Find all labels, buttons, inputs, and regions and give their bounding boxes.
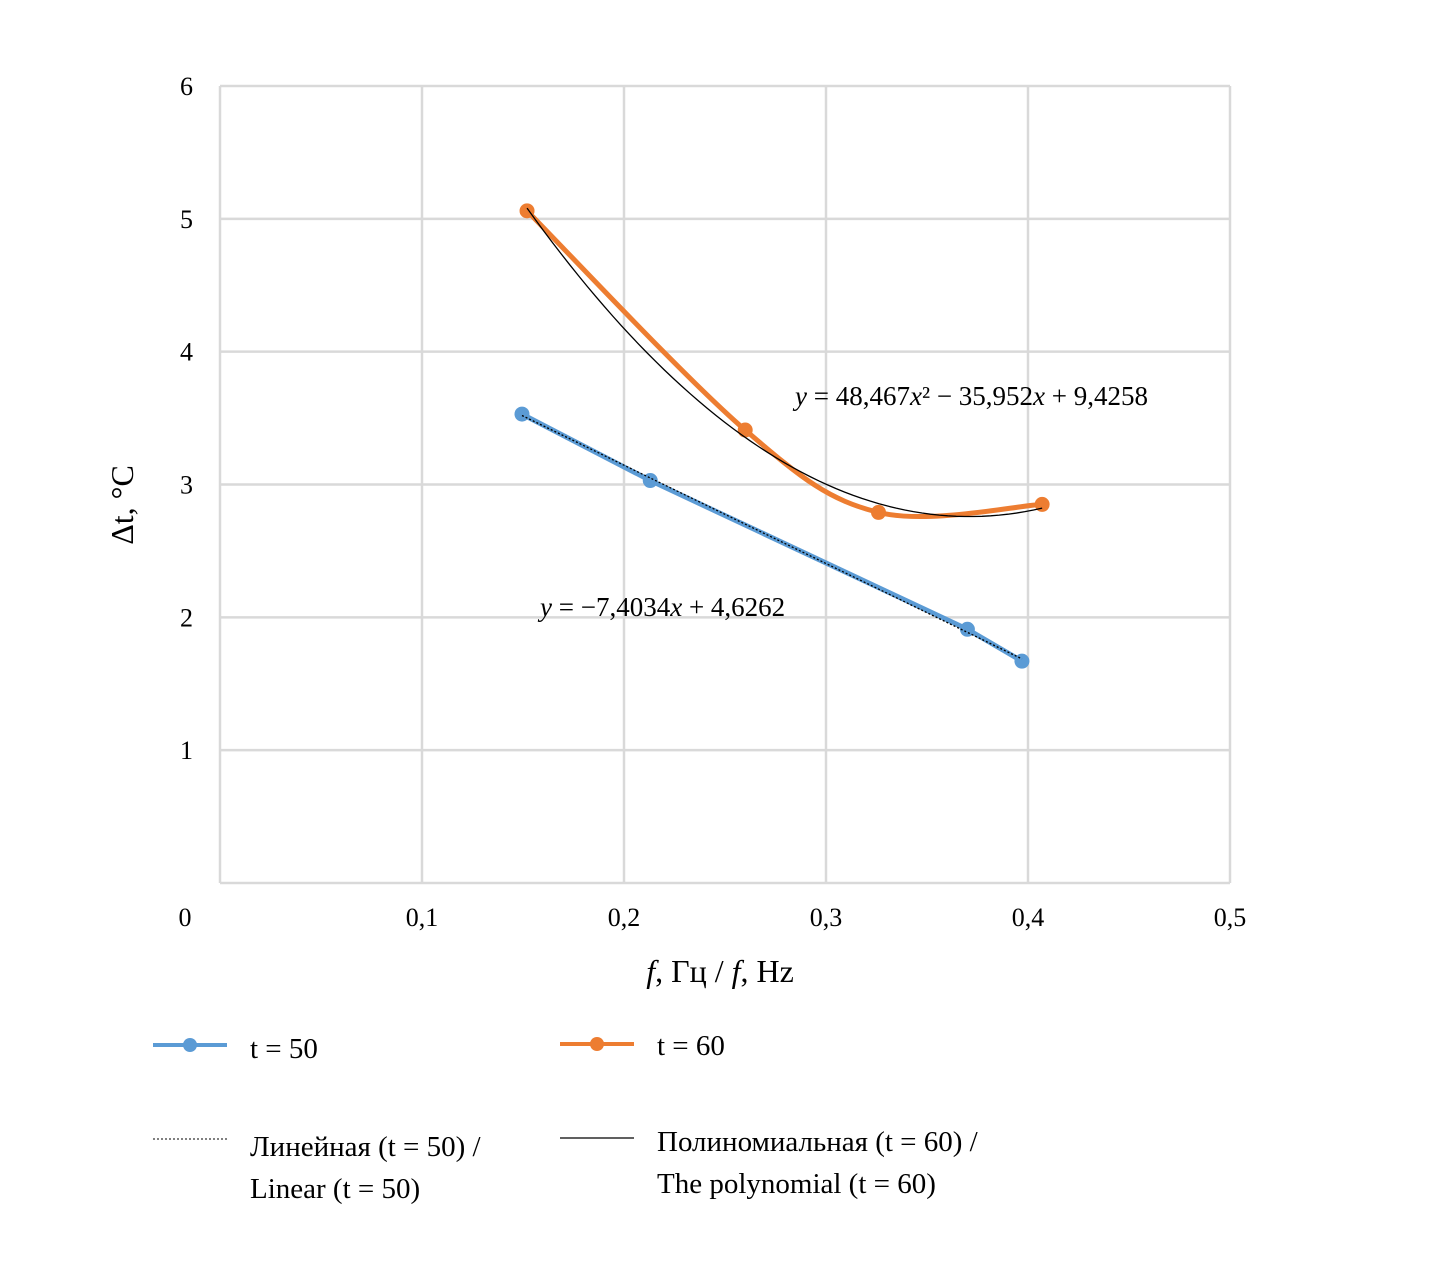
legend-item-linear: Линейная (t = 50) / Linear (t = 50) xyxy=(153,1131,482,1205)
y-axis-label: Δt, °C xyxy=(104,465,140,545)
legend: t = 50 t = 60 Линейная (t = 50) / Linear… xyxy=(153,1030,979,1205)
equation-linear: y = −7,4034x + 4,6262 xyxy=(537,592,785,622)
trendline-polynomial xyxy=(526,207,1043,518)
y-tick-label: 6 xyxy=(180,72,193,101)
equation-polynomial: y = 48,467x² − 35,952x + 9,4258 xyxy=(792,381,1148,411)
x-tick-label: 0,2 xyxy=(608,903,641,932)
x-tick-label: 0,5 xyxy=(1214,903,1247,932)
svg-text:t = 60: t = 60 xyxy=(657,1030,725,1062)
legend-item-t50: t = 50 xyxy=(153,1033,318,1065)
y-tick-label: 4 xyxy=(180,338,193,367)
y-tick-label: 5 xyxy=(180,205,193,234)
legend-item-t60: t = 60 xyxy=(560,1030,725,1062)
series-line-1 xyxy=(525,209,1043,520)
data-point xyxy=(1014,653,1030,669)
data-point xyxy=(519,203,535,219)
y-tick-label: 2 xyxy=(180,603,193,632)
data-point xyxy=(959,621,975,637)
x-tick-label: 0,1 xyxy=(406,903,439,932)
svg-text:Полиномиальная (t = 60) /: Полиномиальная (t = 60) / xyxy=(657,1126,979,1158)
y-tick-label: 3 xyxy=(180,471,193,500)
y-tick-label: 1 xyxy=(180,736,193,765)
x-tick-label: 0,3 xyxy=(810,903,843,932)
svg-text:Линейная (t = 50) /: Линейная (t = 50) / xyxy=(250,1131,482,1163)
data-point xyxy=(1034,496,1050,512)
tick-labels: 0 0,1 0,2 0,3 0,4 0,5 1 2 3 4 5 6 xyxy=(179,72,1247,932)
x-tick-label: 0 xyxy=(179,903,192,932)
svg-text:The polynomial (t = 60): The polynomial (t = 60) xyxy=(657,1168,936,1200)
svg-text:Linear (t = 50): Linear (t = 50) xyxy=(250,1173,420,1205)
data-marks xyxy=(514,203,1050,669)
svg-text:t = 50: t = 50 xyxy=(250,1033,318,1065)
data-point xyxy=(737,422,753,438)
data-point xyxy=(871,504,887,520)
grid xyxy=(218,84,1232,885)
legend-item-polynomial: Полиномиальная (t = 60) / The polynomial… xyxy=(560,1126,979,1200)
data-point xyxy=(642,473,658,489)
data-point xyxy=(514,406,530,422)
trendline-linear xyxy=(521,414,1023,660)
x-tick-label: 0,4 xyxy=(1012,903,1045,932)
x-axis-label: f, Гц / f, Hz xyxy=(646,953,794,989)
